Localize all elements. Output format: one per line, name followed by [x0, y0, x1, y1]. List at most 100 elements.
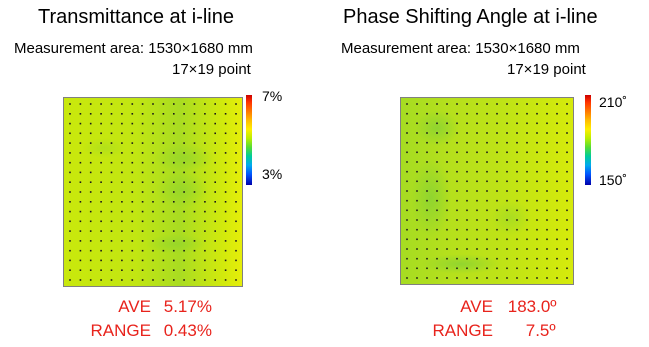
- measurement-point: [152, 132, 154, 135]
- measurement-point: [204, 210, 206, 213]
- measurement-point: [141, 181, 144, 183]
- measurement-point: [466, 151, 468, 154]
- measurement-point: [416, 170, 418, 173]
- measurement-point: [162, 132, 165, 135]
- measurement-point: [466, 170, 468, 173]
- measurement-point: [224, 240, 227, 242]
- measurement-point: [214, 161, 216, 164]
- measurement-point: [466, 190, 468, 192]
- measurement-point: [516, 132, 518, 134]
- measurement-point: [89, 191, 92, 193]
- measurement-point: [224, 152, 227, 154]
- measurement-point: [183, 230, 185, 232]
- measurement-point: [141, 220, 144, 223]
- measurement-point: [121, 103, 123, 105]
- measurement-point: [110, 161, 113, 164]
- measurement-point: [506, 219, 508, 221]
- measurement-point: [193, 142, 196, 144]
- measurement-point: [556, 209, 558, 212]
- measurement-point: [79, 122, 82, 125]
- measurement-point: [214, 103, 216, 105]
- measurement-point: [446, 219, 448, 221]
- measurement-point: [426, 219, 428, 221]
- measurement-point: [173, 171, 175, 174]
- ave-label: AVE: [118, 297, 151, 316]
- measurement-point: [426, 170, 428, 173]
- measurement-point: [224, 171, 227, 174]
- measurement-point: [173, 249, 175, 252]
- measurement-point: [466, 122, 468, 125]
- range-value: 0.43%: [163, 321, 212, 340]
- measurement-point: [224, 269, 227, 271]
- measurement-point: [152, 152, 154, 154]
- measurement-point: [152, 161, 154, 164]
- measurement-point: [173, 210, 175, 213]
- measurement-point: [436, 190, 438, 192]
- measurement-point: [79, 210, 82, 213]
- measurement-point: [173, 152, 175, 154]
- measurement-point: [426, 277, 428, 279]
- measurement-point: [100, 191, 102, 193]
- measurement-point: [110, 259, 113, 262]
- measurement-point: [566, 103, 568, 105]
- measurement-point: [456, 122, 458, 125]
- measurement-point: [131, 113, 134, 115]
- measurement-point: [526, 219, 528, 221]
- measurement-point: [446, 257, 448, 260]
- measurement-point: [496, 267, 498, 270]
- measurement-point: [110, 113, 113, 115]
- measurement-point: [141, 191, 144, 193]
- measurement-point: [476, 219, 478, 221]
- measurement-point: [235, 210, 237, 213]
- measurement-point: [235, 103, 237, 105]
- measurement-point: [466, 219, 468, 221]
- measurement-point: [69, 269, 71, 271]
- measurement-point: [486, 257, 488, 260]
- measurement-point: [110, 210, 113, 213]
- measurement-point: [152, 259, 154, 262]
- measurement-point: [446, 103, 448, 105]
- measurement-point: [566, 180, 568, 183]
- ave-stat: AVE 183.0º: [413, 297, 556, 317]
- measurement-point: [131, 122, 134, 125]
- measurement-point: [100, 249, 102, 252]
- measurement-point: [100, 269, 102, 271]
- measurement-point: [141, 230, 144, 232]
- measurement-point: [486, 132, 488, 134]
- measurement-point: [496, 228, 498, 231]
- measurement-point: [566, 238, 568, 241]
- measurement-point: [486, 190, 488, 192]
- measurement-point: [110, 152, 113, 154]
- measurement-point: [152, 113, 154, 115]
- measurement-point: [516, 122, 518, 125]
- measurement-point: [214, 230, 216, 232]
- measurement-point: [426, 238, 428, 241]
- measurement-point: [486, 238, 488, 241]
- measurement-point: [204, 220, 206, 223]
- measurement-point: [131, 191, 134, 193]
- measurement-point: [566, 190, 568, 192]
- measurement-point: [546, 209, 548, 212]
- measurement-point: [214, 152, 216, 154]
- measurement-point: [446, 141, 448, 144]
- measurement-point: [456, 219, 458, 221]
- measurement-point: [89, 152, 92, 154]
- measurement-point: [131, 249, 134, 252]
- measurement-point: [446, 122, 448, 125]
- measurement-point: [556, 180, 558, 183]
- measurement-point: [79, 161, 82, 164]
- measurement-point: [183, 152, 185, 154]
- measurement-point: [526, 170, 528, 173]
- measurement-point: [69, 249, 71, 252]
- measurement-point: [496, 141, 498, 144]
- measurement-point: [416, 238, 418, 241]
- measurement-point: [536, 209, 538, 212]
- measurement-point: [204, 201, 206, 203]
- measurement-point: [406, 180, 408, 183]
- measurement-point: [486, 103, 488, 105]
- measurement-point: [204, 132, 206, 135]
- measurement-point: [79, 152, 82, 154]
- measurement-point: [476, 248, 478, 250]
- measurement-point: [89, 249, 92, 252]
- point-count-label: 17×19 point: [507, 61, 586, 78]
